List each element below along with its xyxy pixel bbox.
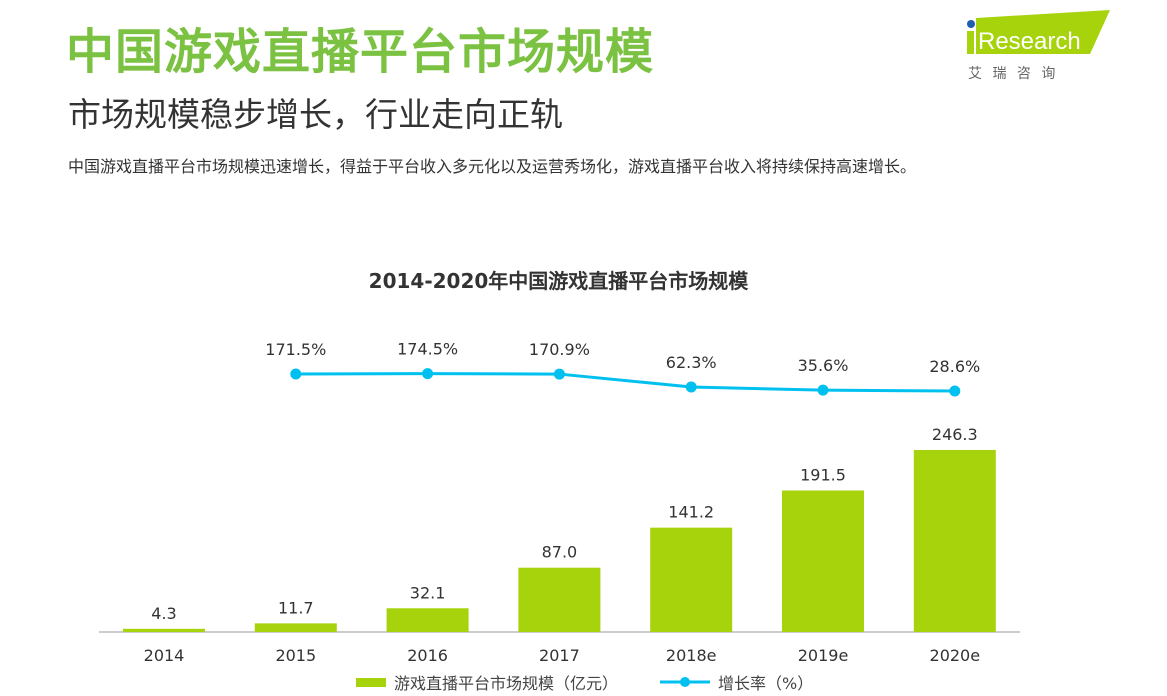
bar-data-label: 191.5 [800, 465, 846, 484]
bar-data-label: 141.2 [668, 503, 714, 522]
bar-data-label: 4.3 [151, 604, 176, 623]
logo-mark: Research 艾 瑞 咨 询 [967, 10, 1110, 82]
x-tick-label: 2016 [407, 646, 448, 665]
x-tick-label: 2019e [798, 646, 849, 665]
legend-line-swatch [660, 677, 711, 687]
growth-data-label: 28.6% [929, 357, 980, 376]
bar-data-label: 87.0 [542, 543, 578, 562]
legend: 游戏直播平台市场规模（亿元） 增长率（%） [356, 670, 813, 694]
growth-point [685, 381, 697, 393]
bar [254, 623, 337, 632]
growth-data-label: 62.3% [666, 353, 717, 372]
growth-data-label: 170.9% [529, 340, 590, 359]
x-tick-label: 2017 [539, 646, 580, 665]
growth-point [422, 368, 434, 380]
growth-data-label: 171.5% [265, 340, 326, 359]
legend-line-label: 增长率（%） [718, 674, 814, 693]
bar [386, 608, 469, 632]
chart-title: 2014-2020年中国游戏直播平台市场规模 [368, 269, 749, 293]
bar-data-label: 11.7 [278, 598, 314, 617]
svg-text:Research: Research [978, 28, 1081, 55]
x-tick-label: 2015 [275, 646, 316, 665]
bar [650, 527, 733, 632]
growth-data-label: 35.6% [798, 356, 849, 375]
page-description: 中国游戏直播平台市场规模迅速增长，得益于平台收入多元化以及运营秀场化，游戏直播平… [68, 157, 917, 176]
growth-line [295, 372, 955, 393]
growth-point [553, 368, 565, 380]
growth-data-label: 174.5% [397, 340, 458, 359]
legend-bar-label: 游戏直播平台市场规模（亿元） [394, 674, 619, 693]
bar [518, 567, 601, 632]
bar [782, 490, 864, 632]
svg-text:艾 瑞 咨 询: 艾 瑞 咨 询 [968, 66, 1058, 82]
bar [123, 628, 205, 632]
iresearch-logo: Research 艾 瑞 咨 询 [962, 8, 1112, 83]
bar-data-label: 246.3 [932, 425, 978, 444]
growth-point [949, 385, 961, 397]
bar-data-label: 32.1 [410, 583, 446, 602]
page-subtitle: 市场规模稳步增长，行业走向正轨 [68, 95, 563, 134]
legend-bar-swatch [356, 677, 386, 687]
growth-point [817, 384, 829, 396]
growth-point [290, 368, 302, 380]
x-tick-label: 2014 [144, 646, 185, 665]
x-tick-label: 2020e [930, 646, 981, 665]
bar [913, 449, 996, 632]
page-title: 中国游戏直播平台市场规模 [66, 24, 655, 80]
x-tick-label: 2018e [666, 646, 717, 665]
